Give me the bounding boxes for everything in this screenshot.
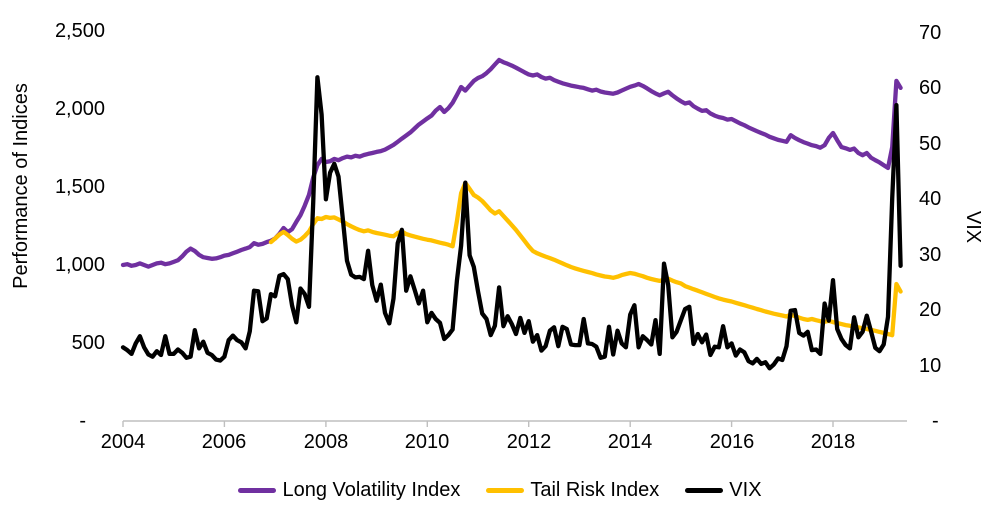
right-axis-tick-label: 40 — [919, 188, 942, 210]
legend-item-vix: VIX — [685, 479, 762, 501]
legend-item-tail-risk-index: Tail Risk Index — [486, 480, 659, 500]
right-axis-tick-label: 50 — [919, 133, 942, 155]
x-axis-tick-label: 2016 — [709, 431, 755, 453]
x-axis-tick-label: 2004 — [100, 431, 146, 453]
right-axis-tick-label: 10 — [919, 355, 942, 377]
legend-swatch-icon — [486, 487, 525, 493]
right-axis-tick-label: 60 — [919, 77, 942, 99]
left-axis-tick-label: 2,500 — [54, 20, 105, 42]
x-axis-tick-label: 2010 — [404, 431, 450, 453]
x-axis-tick-label: 2014 — [607, 431, 653, 453]
left-axis-tick-label: - — [79, 410, 86, 432]
x-axis-tick-label: 2018 — [810, 431, 856, 453]
series-line-vix — [120, 75, 903, 371]
legend: Long Volatility Index Tail Risk Index VIX — [0, 477, 1000, 503]
left-axis-tick-label: 500 — [71, 332, 105, 354]
left-axis-title: Performance of Indices — [10, 83, 32, 289]
legend-swatch-icon — [238, 487, 277, 493]
right-axis-tick-label: 20 — [919, 299, 942, 321]
right-axis-tick-label: - — [932, 410, 939, 432]
x-axis-tick-label: 2008 — [303, 431, 349, 453]
left-axis-tick-label: 2,000 — [54, 98, 105, 120]
x-axis-tick-label: 2012 — [506, 431, 552, 453]
legend-label: Tail Risk Index — [530, 479, 660, 501]
right-axis-tick-label: 70 — [919, 22, 942, 44]
x-axis-tick-label: 2006 — [201, 431, 247, 453]
left-axis-tick-label: 1,500 — [54, 176, 105, 198]
right-axis-title: VIX — [962, 210, 984, 244]
legend-swatch-icon — [685, 487, 724, 493]
legend-item-long-volatility-index: Long Volatility Index — [238, 480, 460, 500]
legend-label: VIX — [729, 479, 762, 501]
legend-label: Long Volatility Index — [282, 479, 461, 501]
series-line-long-volatility-index — [120, 57, 903, 269]
right-axis-tick-label: 30 — [919, 244, 942, 266]
left-axis-tick-label: 1,000 — [54, 254, 105, 276]
